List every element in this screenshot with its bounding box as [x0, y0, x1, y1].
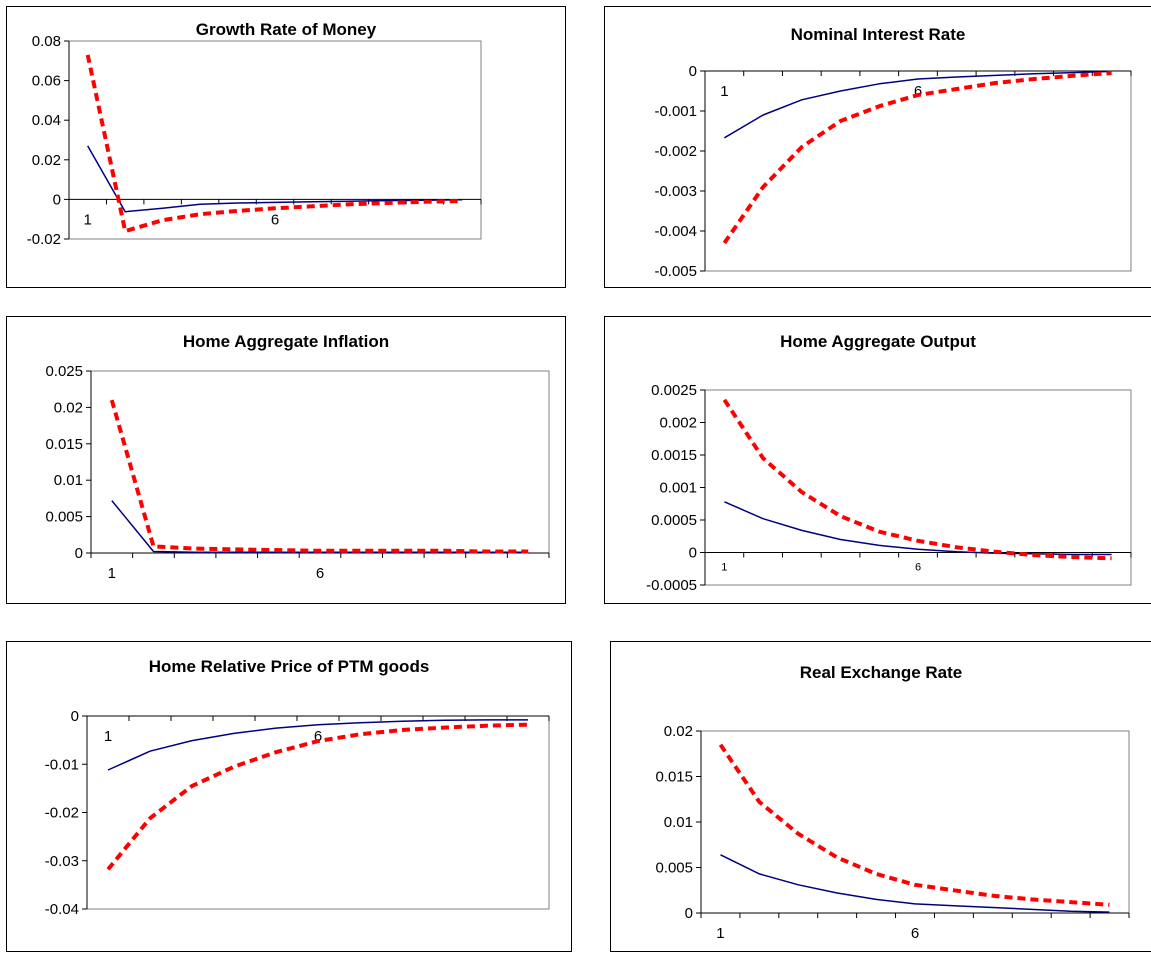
- y-tick-label: -0.01: [45, 756, 79, 773]
- y-tick-label: 0.02: [32, 152, 61, 169]
- chart-svg: Real Exchange Rate 0.02 0.015 0.01 0.005 0 1 6: [655, 663, 1130, 942]
- chart-panel-growth-rate-of-money: Growth Rate of Money 0.08 0.06 0.04 0.02 0 -0.…: [6, 6, 566, 288]
- y-tick-label: 0.005: [45, 509, 83, 526]
- y-tick-label: -0.03: [45, 853, 79, 870]
- series-line-dashed: [722, 398, 1112, 561]
- chart-title: Home Relative Price of PTM goods: [149, 657, 430, 676]
- y-tick-label: 0.01: [54, 472, 83, 489]
- y-tick-label: 0.0025: [651, 382, 697, 399]
- y-tick-label: 0.02: [54, 399, 83, 416]
- chart-panel-nominal-interest-rate: Nominal Interest Rate 0 -0.001 -0.002 -0.003…: [604, 6, 1151, 288]
- y-tick-label: 0.001: [659, 480, 697, 497]
- chart-panel-home-relative-price-of-ptm-goods: Home Relative Price of PTM goods 0 -0.01 -0…: [6, 641, 572, 952]
- chart-svg: Home Relative Price of PTM goods 0 -0.01 -0…: [45, 657, 550, 918]
- chart-title: Home Aggregate Output: [780, 332, 976, 351]
- x-category-label: 6: [316, 565, 324, 582]
- y-tick-label: 0.04: [32, 112, 61, 129]
- chart-svg: Nominal Interest Rate 0 -0.001 -0.002 -0.003…: [654, 25, 1132, 280]
- x-category-label: 1: [720, 83, 728, 100]
- y-tick-label: 0.0005: [651, 512, 697, 529]
- y-tick-label: 0.01: [664, 814, 693, 831]
- y-tick-label: -0.001: [654, 103, 697, 120]
- y-tick-label: -0.0005: [646, 577, 697, 594]
- chart-svg: Growth Rate of Money 0.08 0.06 0.04 0.02 0 -0.…: [27, 20, 482, 248]
- y-tick-label: 0.06: [32, 73, 61, 90]
- y-tick-label: 0.015: [45, 436, 83, 453]
- chart-title: Real Exchange Rate: [800, 663, 963, 682]
- x-category-label: 1: [716, 925, 724, 942]
- chart-title: Growth Rate of Money: [196, 20, 377, 39]
- series-line-dashed: [109, 399, 529, 554]
- y-tick-label: 0: [689, 63, 697, 80]
- y-tick-label: -0.004: [654, 223, 697, 240]
- y-tick-label: -0.02: [27, 231, 61, 248]
- series-line-dashed: [106, 722, 529, 871]
- x-category-label: 1: [104, 728, 112, 745]
- y-tick-label: 0.0015: [651, 447, 697, 464]
- chart-svg: Home Aggregate Inflation 0.025 0.02 0.015 0.…: [45, 332, 550, 582]
- chart-title: Nominal Interest Rate: [791, 25, 966, 44]
- chart-svg: Home Aggregate Output 0.0025 0.002 0.0015 0.…: [646, 332, 1132, 594]
- x-category-label: 1: [721, 562, 727, 574]
- y-tick-label: 0: [53, 191, 61, 208]
- series-line-solid: [720, 854, 1110, 913]
- x-category-label: 6: [314, 728, 322, 745]
- y-tick-label: 0: [71, 708, 79, 725]
- series-line-solid: [724, 70, 1112, 139]
- y-tick-label: 0.015: [655, 769, 693, 786]
- x-category-label: 6: [271, 211, 279, 228]
- y-tick-label: 0.002: [659, 415, 697, 432]
- plot-area: [90, 370, 550, 554]
- chart-panel-home-aggregate-output: Home Aggregate Output 0.0025 0.002 0.0015 0.…: [604, 316, 1151, 604]
- x-category-label: 1: [84, 211, 92, 228]
- series-line-solid: [87, 145, 463, 213]
- y-tick-label: -0.04: [45, 901, 79, 918]
- x-category-label: 6: [914, 83, 922, 100]
- y-tick-label: 0.005: [655, 860, 693, 877]
- series-line-dashed: [722, 71, 1112, 245]
- plot-area: [704, 70, 1132, 272]
- y-tick-label: -0.005: [654, 263, 697, 280]
- x-category-label: 6: [915, 562, 921, 574]
- y-tick-label: 0: [689, 545, 697, 562]
- chart-panel-home-aggregate-inflation: Home Aggregate Inflation 0.025 0.02 0.015 0.…: [6, 316, 566, 604]
- x-category-label: 6: [911, 925, 919, 942]
- plot-area: [704, 389, 1132, 586]
- x-category-label: 1: [108, 565, 116, 582]
- y-tick-label: 0: [75, 545, 83, 562]
- series-line-dashed: [85, 54, 463, 234]
- series-line-solid: [724, 501, 1112, 556]
- y-tick-label: -0.02: [45, 805, 79, 822]
- series-line-solid: [107, 719, 528, 771]
- chart-panel-real-exchange-rate: Real Exchange Rate 0.02 0.015 0.01 0.005 0 1 6: [610, 641, 1151, 952]
- series-line-dashed: [718, 743, 1110, 907]
- y-tick-label: 0.08: [32, 33, 61, 50]
- chart-title: Home Aggregate Inflation: [183, 332, 389, 351]
- y-tick-label: -0.003: [654, 183, 697, 200]
- series-line-solid: [111, 500, 529, 554]
- y-tick-label: -0.002: [654, 143, 697, 160]
- y-tick-label: 0.02: [664, 723, 693, 740]
- y-tick-label: 0.025: [45, 363, 83, 380]
- y-tick-label: 0: [685, 905, 693, 922]
